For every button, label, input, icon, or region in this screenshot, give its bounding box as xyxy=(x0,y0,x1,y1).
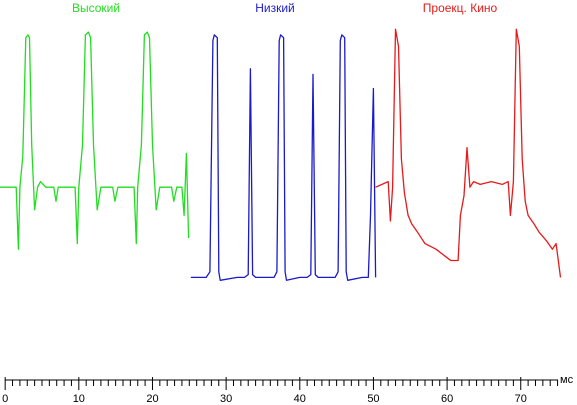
series-labels: Высокий Низкий Проекц. Кино xyxy=(72,1,498,15)
x-tick-label: 0 xyxy=(2,393,8,405)
x-major-ticks: 0 10 20 30 40 50 60 70 xyxy=(2,377,527,405)
x-tick-label: 50 xyxy=(367,393,379,405)
x-axis: 0 10 20 30 40 50 60 70 мс xyxy=(2,374,573,405)
x-tick-label: 30 xyxy=(220,393,232,405)
x-tick-label: 60 xyxy=(441,393,453,405)
x-minor-ticks xyxy=(12,380,559,386)
x-tick-label: 70 xyxy=(515,393,527,405)
series-line-0 xyxy=(0,31,190,250)
series-layer xyxy=(0,28,562,281)
series-label-proekts-kino: Проекц. Кино xyxy=(423,1,498,15)
x-axis-unit-label: мс xyxy=(560,374,574,386)
x-tick-label: 40 xyxy=(294,393,306,405)
series-line-1 xyxy=(190,34,377,281)
series-label-vysokiy: Высокий xyxy=(72,1,120,15)
series-label-nizkiy: Низкий xyxy=(255,1,295,15)
x-tick-label: 10 xyxy=(73,393,85,405)
series-line-2 xyxy=(375,28,562,278)
x-tick-label: 20 xyxy=(146,393,158,405)
